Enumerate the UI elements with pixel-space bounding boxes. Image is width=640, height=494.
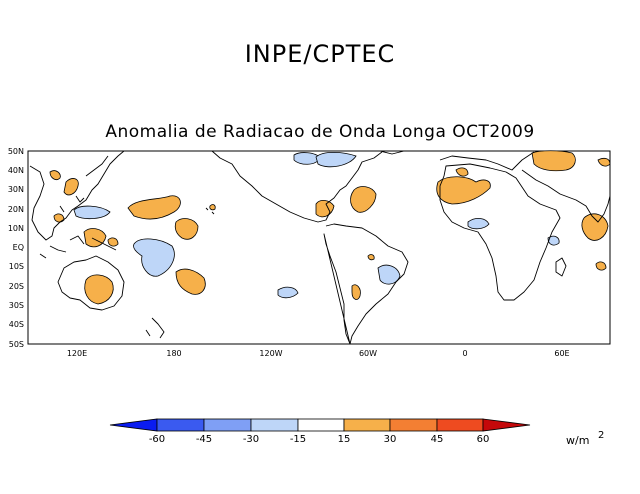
- anomaly-neg-madagascar: [547, 235, 560, 246]
- anomaly-pos-south-brazil: [351, 284, 361, 300]
- anomaly-neg-north-atlantic: [315, 151, 357, 168]
- anomaly-neg-indian-ocean: [467, 218, 490, 230]
- anomaly-pos-central-asia: [597, 157, 611, 167]
- lat-label: 10N: [8, 224, 24, 233]
- anomaly-pos-east-asia-north: [531, 150, 576, 172]
- anomaly-pos-indonesia-east: [107, 237, 119, 247]
- lat-label: 10S: [9, 262, 24, 271]
- anomaly-pos-caribbean: [350, 186, 377, 213]
- anomaly-pos-north-africa: [436, 176, 491, 205]
- lon-label: 0: [462, 349, 467, 358]
- colorbar-unit: w/m: [566, 434, 589, 447]
- coastline-hawaii: [205, 207, 215, 215]
- positive-anomalies: [49, 150, 611, 305]
- coastline-south-america: [323, 223, 409, 345]
- anomaly-pos-south-china: [63, 178, 79, 196]
- lon-label: 60W: [359, 349, 377, 358]
- lat-label: 40N: [8, 166, 24, 175]
- coastline-japan: [85, 155, 109, 177]
- lat-label: 20S: [9, 282, 24, 291]
- lon-label: 120E: [67, 349, 87, 358]
- colorbar-ticks: -60 -45 -30 -15 15 30 45 60: [149, 434, 490, 445]
- colorbar-tick-label: -30: [243, 434, 259, 445]
- colorbar-tick-label: 15: [338, 434, 351, 445]
- anomaly-pos-central-pacific: [174, 218, 199, 240]
- map-title: Anomalia de Radiacao de Onda Longa OCT20…: [105, 122, 535, 142]
- colorbar-segment: [250, 418, 299, 432]
- coastline-greenland: [379, 150, 405, 155]
- colorbar: [109, 418, 531, 432]
- latitude-labels: 50N 40N 30N 20N 10N EQ 10S 20S 30S 40S 5…: [8, 147, 24, 349]
- colorbar-segment: [297, 418, 345, 432]
- anomaly-pos-amazon: [367, 254, 375, 261]
- lat-label: 50N: [8, 147, 24, 156]
- anomaly-neg-south-pacific: [277, 286, 299, 299]
- anomaly-pos-south-indian: [595, 261, 607, 271]
- anomaly-neg-equatorial-pacific: [133, 238, 175, 277]
- anomaly-pos-south-china-sea: [53, 213, 65, 223]
- lat-label: 20N: [8, 205, 24, 214]
- anomaly-pos-arabian-sea: [581, 213, 609, 241]
- colorbar-tick-label: -60: [149, 434, 165, 445]
- coastline-maritime-continent: [39, 195, 117, 259]
- coastline-new-zealand: [145, 317, 165, 339]
- colorbar-tick-label: 30: [384, 434, 397, 445]
- coastlines: [29, 150, 611, 345]
- colorbar-tick-label: 45: [431, 434, 444, 445]
- lat-label: 30N: [8, 185, 24, 194]
- institution-title: INPE/CPTEC: [244, 40, 396, 68]
- colorbar-segment: [389, 418, 438, 432]
- lat-label: 30S: [9, 301, 24, 310]
- coastline-madagascar: [555, 257, 567, 277]
- colorbar-tick-label: 60: [477, 434, 490, 445]
- anomaly-pos-east-asia: [49, 170, 61, 180]
- anomaly-pos-south-pacific: [175, 268, 206, 295]
- lon-label: 60E: [554, 349, 569, 358]
- coastline-eurasia: [29, 150, 611, 241]
- colorbar-tick-label: -15: [290, 434, 306, 445]
- colorbar-segment: [343, 418, 391, 432]
- colorbar-segment: [203, 418, 252, 432]
- colorbar-segment: [482, 418, 531, 432]
- anomaly-pos-morocco: [455, 167, 469, 177]
- colorbar-segment: [156, 418, 205, 432]
- coastline-africa: [439, 163, 561, 301]
- map-frame: [27, 150, 611, 345]
- lat-label: 50S: [9, 340, 24, 349]
- lon-label: 180: [166, 349, 181, 358]
- anomaly-pos-australia: [84, 274, 114, 305]
- lat-label: 40S: [9, 320, 24, 329]
- lon-label: 120W: [259, 349, 282, 358]
- coastline-north-america: [211, 150, 383, 223]
- anomaly-neg-brazil: [377, 264, 401, 285]
- anomaly-neg-philippine: [73, 205, 111, 220]
- negative-anomalies: [73, 151, 560, 299]
- coastline-australia: [57, 255, 125, 311]
- anomaly-pos-west-pacific-east: [209, 204, 216, 211]
- longitude-labels: 120E 180 120W 60W 0 60E: [67, 349, 570, 358]
- lat-label: EQ: [13, 243, 24, 252]
- colorbar-unit-exponent: 2: [598, 430, 604, 441]
- colorbar-segment: [436, 418, 484, 432]
- colorbar-segment: [109, 418, 158, 432]
- anomaly-pos-west-pacific: [127, 195, 181, 220]
- colorbar-tick-label: -45: [196, 434, 212, 445]
